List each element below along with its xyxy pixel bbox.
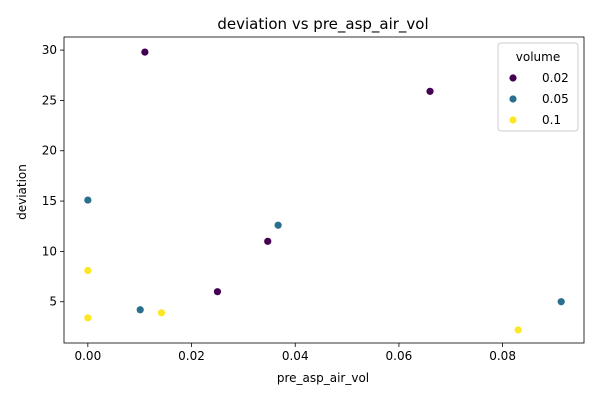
y-tick-label: 5: [49, 295, 57, 309]
legend-entry-label: 0.1: [542, 113, 561, 127]
x-tick-label: 0.02: [178, 349, 205, 363]
data-point: [157, 309, 166, 317]
chart-title: deviation vs pre_asp_air_vol: [217, 15, 428, 34]
data-point: [213, 288, 222, 296]
data-point: [136, 306, 144, 314]
x-tick-label: 0.04: [282, 349, 309, 363]
legend-marker: [509, 116, 517, 124]
y-axis-label: deviation: [15, 164, 29, 220]
legend-entry-label: 0.02: [542, 71, 569, 85]
legend-marker: [509, 95, 517, 103]
legend-frame: [497, 42, 579, 132]
x-tick-label: 0.08: [489, 349, 516, 363]
data-point: [264, 237, 272, 245]
legend-entry-label: 0.05: [542, 92, 569, 106]
x-tick-label: 0.00: [74, 349, 101, 363]
legend-marker: [509, 74, 517, 82]
legend-title: volume: [516, 50, 560, 64]
y-tick-label: 15: [42, 194, 57, 208]
y-tick-label: 20: [42, 144, 57, 158]
data-point: [84, 314, 92, 322]
data-point: [84, 196, 92, 204]
y-tick-label: 10: [42, 244, 57, 258]
x-axis-label: pre_asp_air_vol: [277, 371, 369, 385]
plot-area: 0.00 0.02 0.04 0.06 0.08 5 10 15 20 25 30: [42, 36, 585, 363]
plot-frame: [63, 36, 585, 344]
data-point: [426, 87, 434, 95]
y-tick-label: 30: [42, 43, 57, 57]
data-point: [84, 266, 92, 275]
x-tick-label: 0.06: [386, 349, 413, 363]
y-tick-label: 25: [42, 93, 57, 107]
data-point: [274, 221, 282, 229]
data-point: [141, 48, 149, 56]
data-point: [514, 326, 522, 334]
data-point: [557, 298, 565, 306]
legend: volume 0.02 0.05 0.1: [497, 42, 579, 132]
